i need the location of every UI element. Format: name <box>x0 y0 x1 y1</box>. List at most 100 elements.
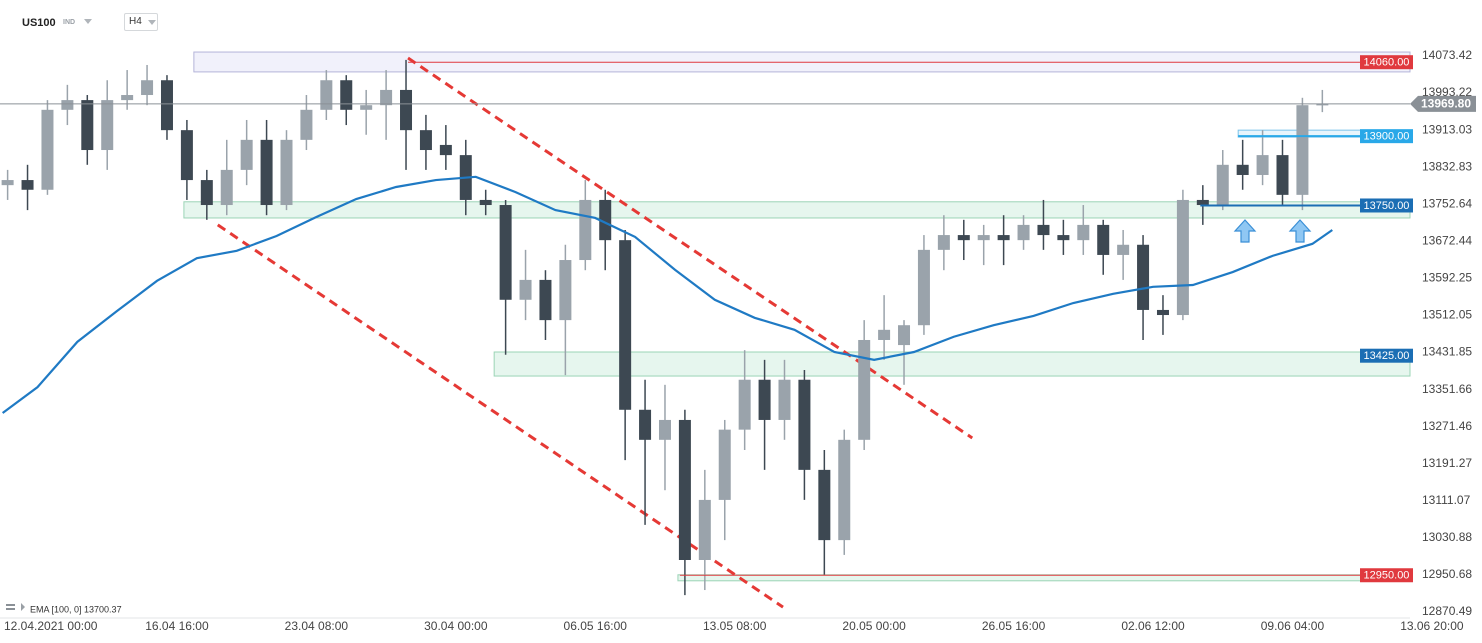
y-tick-label: 13592.25 <box>1422 271 1472 285</box>
ema-layer <box>1 175 1333 414</box>
candle-body <box>81 100 94 151</box>
candle-body <box>619 240 632 410</box>
candle-body <box>1117 244 1130 255</box>
level-label-bg <box>1360 348 1413 363</box>
level-label-bg <box>1360 568 1413 583</box>
legend-icon <box>6 604 15 606</box>
level-label-bg <box>1360 198 1413 213</box>
legend-caret <box>21 603 25 611</box>
candle-body <box>360 105 373 110</box>
level-label: 13425.00 <box>1364 350 1410 362</box>
candle-body <box>160 80 173 131</box>
candle-body <box>340 80 353 110</box>
y-tick-label: 13993.22 <box>1422 85 1472 99</box>
y-tick-label: 13111.07 <box>1422 493 1471 507</box>
indicator-legend: EMA [100, 0] 13700.37 <box>6 603 122 614</box>
candle-body <box>41 109 54 190</box>
candle-body <box>658 419 671 440</box>
candle-body <box>1236 164 1249 175</box>
candle-body <box>539 279 552 321</box>
candle-body <box>917 249 930 326</box>
x-tick-label: 26.05 16:00 <box>982 619 1046 633</box>
candle-body <box>758 379 771 420</box>
symbol[interactable]: US100 <box>22 17 56 29</box>
candle-body <box>898 325 911 346</box>
candle-body <box>61 100 74 110</box>
legend-icon <box>6 608 15 610</box>
level-label: 13900.00 <box>1364 131 1410 143</box>
signal-arrows <box>1233 219 1312 243</box>
y-tick-label: 13832.83 <box>1422 159 1472 173</box>
x-tick-label: 30.04 00:00 <box>424 619 488 633</box>
candle-body <box>1137 244 1150 310</box>
trendline <box>407 56 974 440</box>
trendline <box>216 223 784 609</box>
candle-body <box>579 199 592 261</box>
timeframe-select[interactable]: H4 <box>124 13 158 31</box>
candle-body <box>141 80 154 96</box>
candle-body <box>1196 199 1209 206</box>
candle-body <box>1037 224 1050 236</box>
candle-body <box>858 339 871 440</box>
y-tick-label: 12870.49 <box>1422 604 1472 618</box>
level-label: 12950.00 <box>1364 570 1410 582</box>
candle-body <box>180 130 193 181</box>
x-tick-label: 20.05 00:00 <box>842 619 906 633</box>
candles-layer <box>1 59 1329 596</box>
candle-body <box>1 180 14 186</box>
y-tick-label: 13431.85 <box>1422 345 1472 359</box>
candle-body <box>1097 224 1110 255</box>
candle-body <box>937 235 950 250</box>
candle-body <box>479 199 492 206</box>
y-tick-label: 12950.68 <box>1422 567 1472 581</box>
candle-body <box>798 379 811 470</box>
legend-text: EMA [100, 0] 13700.37 <box>30 604 122 614</box>
candle-body <box>300 109 313 140</box>
candle-body <box>121 95 134 101</box>
candle-body <box>977 235 990 241</box>
timeframe: H4 <box>129 16 142 27</box>
last-price-label: 13969.80 <box>1421 97 1471 111</box>
up-arrow <box>1233 219 1257 243</box>
level-label: 14060.00 <box>1364 57 1410 69</box>
x-tick-label: 09.06 04:00 <box>1261 619 1325 633</box>
candle-body <box>1216 164 1229 206</box>
levels-layer: 14060.00 13900.00 13750.00 13425.00 12950.00 <box>0 55 1413 583</box>
y-tick-label: 13191.27 <box>1422 456 1472 470</box>
candle-body <box>1057 235 1070 241</box>
y-tick-label: 14073.42 <box>1422 48 1472 62</box>
candle-body <box>639 409 652 440</box>
candle-body <box>21 180 34 190</box>
candle-body <box>260 139 273 206</box>
candle-body <box>499 205 512 300</box>
y-tick-label: 13913.03 <box>1422 122 1472 136</box>
candle-body <box>1017 224 1030 241</box>
level-label-bg <box>1360 55 1413 70</box>
x-tick-label: 13.05 08:00 <box>703 619 767 633</box>
last-price-tag <box>1410 95 1476 112</box>
candle-body <box>718 429 731 500</box>
candle-body <box>778 379 791 420</box>
candle-body <box>599 199 612 241</box>
axis-layer: 14073.42 13993.22 13913.03 13832.83 13752.64… <box>4 48 1476 633</box>
candle-body <box>997 235 1010 241</box>
candle-body <box>957 235 970 241</box>
candle-body <box>1077 224 1090 241</box>
x-tick-label: 23.04 08:00 <box>285 619 349 633</box>
symbol-dropdown[interactable] <box>84 19 92 24</box>
candle-body <box>439 144 452 156</box>
y-tick-label: 13752.64 <box>1422 196 1472 210</box>
candle-body <box>240 139 253 170</box>
ema-line <box>1 175 1333 414</box>
candle-body <box>1176 199 1189 316</box>
candle-body <box>200 180 213 206</box>
up-arrow <box>1288 219 1312 243</box>
market: IND <box>63 19 76 26</box>
candle-body <box>738 379 751 430</box>
y-tick-label: 13271.46 <box>1422 419 1472 433</box>
candle-body <box>220 169 233 206</box>
candle-body <box>559 260 572 321</box>
candle-body <box>818 469 831 541</box>
level-label-bg <box>1360 129 1413 144</box>
